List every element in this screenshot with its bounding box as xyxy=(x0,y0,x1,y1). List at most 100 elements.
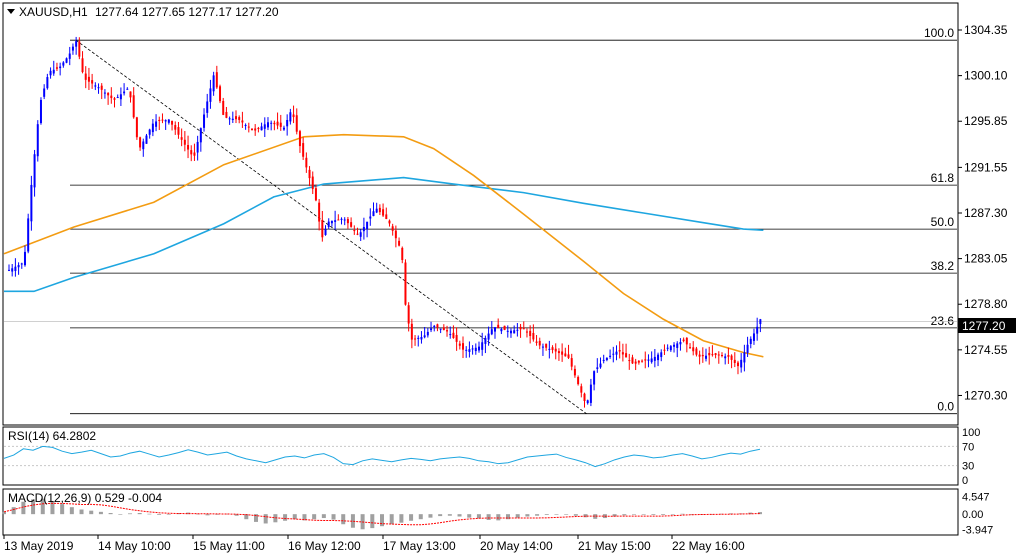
ohlc-values: 1277.64 1277.65 1277.17 1277.20 xyxy=(95,5,279,19)
candle-body xyxy=(535,341,538,343)
macd-bar xyxy=(331,514,336,520)
price-tick-label: 1291.55 xyxy=(964,160,1008,174)
candle-body xyxy=(375,208,378,213)
macd-bar xyxy=(641,514,646,515)
candle-body xyxy=(637,360,640,363)
candle-body xyxy=(340,218,343,220)
candle-body xyxy=(81,58,84,73)
price-tick-label: 1300.10 xyxy=(964,69,1008,83)
macd-bar xyxy=(593,514,598,519)
candle-body xyxy=(663,349,666,351)
candle-body xyxy=(500,329,503,332)
candle-body xyxy=(740,359,743,368)
candle-body xyxy=(458,343,461,346)
macd-bar xyxy=(69,507,74,515)
candle-body xyxy=(353,230,356,232)
candle-body xyxy=(599,363,602,368)
candle-body xyxy=(564,353,567,357)
candle-body xyxy=(583,393,586,401)
candle-body xyxy=(391,226,394,231)
candle-body xyxy=(116,97,119,99)
candle-body xyxy=(129,91,132,98)
candle-body xyxy=(666,347,669,349)
candle-body xyxy=(14,266,17,271)
candle-body xyxy=(321,219,324,238)
candle-body xyxy=(455,334,458,342)
candle-body xyxy=(657,354,660,361)
candle-body xyxy=(625,353,628,358)
candle-body xyxy=(698,354,701,357)
candle-body xyxy=(314,188,317,201)
candle-body xyxy=(177,127,180,135)
macd-bar xyxy=(147,513,152,515)
candle-body xyxy=(481,342,484,350)
candle-body xyxy=(580,386,583,393)
candle-body xyxy=(132,95,135,118)
candle-body xyxy=(404,262,407,305)
macd-bar xyxy=(312,514,317,520)
macd-bar xyxy=(447,514,452,516)
candle-body xyxy=(228,118,231,120)
candle-body xyxy=(506,330,509,332)
macd-bar xyxy=(60,504,65,515)
rsi-tick-label: 70 xyxy=(962,441,974,453)
candle-body xyxy=(410,323,413,340)
candle-body xyxy=(33,154,36,188)
candle-body xyxy=(231,118,234,121)
time-tick-label: 13 May 2019 xyxy=(4,539,74,553)
candle-body xyxy=(548,348,551,350)
candle-body xyxy=(222,100,225,115)
candle-body xyxy=(302,143,305,157)
candle-body xyxy=(727,355,730,357)
macd-panel-frame xyxy=(2,488,959,536)
macd-bar xyxy=(670,514,675,515)
macd-bar xyxy=(496,514,501,521)
candle-body xyxy=(219,86,222,102)
candle-body xyxy=(7,269,10,271)
candle-body xyxy=(609,355,612,357)
macd-bar xyxy=(79,509,84,515)
current-price-tag: 1277.20 xyxy=(962,319,1006,333)
candle-body xyxy=(669,346,672,351)
candle-body xyxy=(244,124,247,126)
candle-body xyxy=(749,338,752,344)
macd-bar xyxy=(263,514,268,524)
chevron-down-icon[interactable] xyxy=(7,9,15,14)
candle-body xyxy=(538,340,541,346)
symbol-label: XAUUSD,H1 xyxy=(19,5,88,19)
time-axis: 13 May 2019 14 May 10:00 15 May 11:00 16 Ma… xyxy=(3,535,745,553)
candle-body xyxy=(327,221,330,227)
candle-body xyxy=(522,328,525,330)
candle-body xyxy=(295,115,298,132)
candle-body xyxy=(100,85,103,90)
candle-body xyxy=(11,268,14,272)
macd-bar xyxy=(632,514,636,515)
candle-body xyxy=(449,334,452,336)
candle-body xyxy=(215,72,218,88)
candle-body xyxy=(378,207,381,213)
macd-tick-label: 4.547 xyxy=(962,492,990,504)
candle-body xyxy=(23,251,26,266)
macd-bar xyxy=(292,514,297,520)
candle-body xyxy=(388,220,391,224)
macd-bar xyxy=(234,514,239,516)
price-tick-label: 1295.85 xyxy=(964,114,1008,128)
macd-bar xyxy=(409,514,414,521)
macd-label: MACD(12,26,9) 0.529 -0.004 xyxy=(8,491,162,505)
candle-body xyxy=(487,333,490,340)
candle-body xyxy=(573,368,576,376)
macd-bar xyxy=(98,511,103,515)
candle-body xyxy=(509,330,512,334)
candle-body xyxy=(362,227,365,232)
price-tick-label: 1278.80 xyxy=(964,297,1008,311)
candle-body xyxy=(752,333,755,341)
candle-body xyxy=(478,346,481,351)
candle-body xyxy=(407,305,410,324)
candle-body xyxy=(759,319,762,325)
candle-body xyxy=(682,339,685,341)
candle-body xyxy=(282,127,285,130)
macd-bar xyxy=(128,513,132,515)
macd-bar xyxy=(186,512,191,515)
candle-body xyxy=(84,73,87,80)
